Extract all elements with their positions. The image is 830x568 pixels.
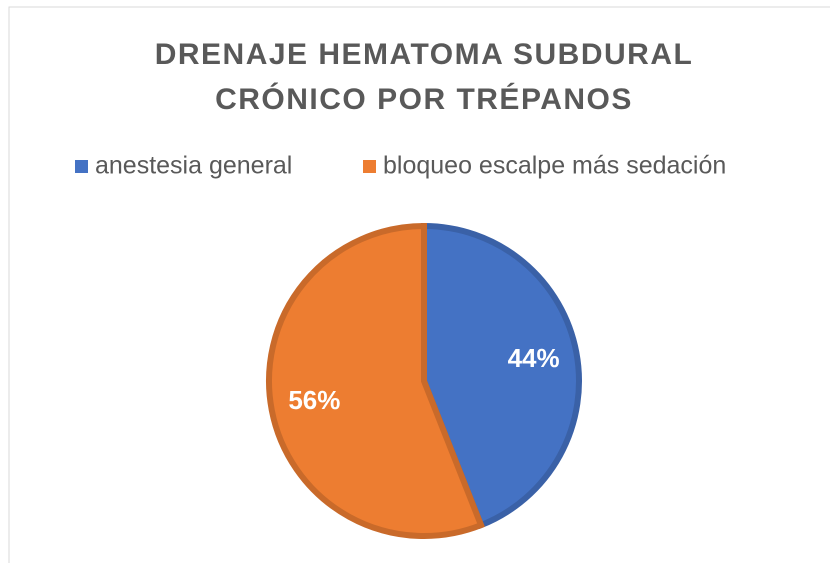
legend-swatch xyxy=(75,160,88,173)
data-label: 56% xyxy=(288,385,340,415)
pie-slice xyxy=(421,222,582,530)
legend-label: anestesia general xyxy=(95,152,292,180)
legend-label: bloqueo escalpe más sedación xyxy=(383,152,726,180)
data-label: 44% xyxy=(508,343,560,373)
chart-frame xyxy=(8,6,830,568)
pie-slice xyxy=(266,222,485,539)
chart-title: CRÓNICO POR TRÉPANOS xyxy=(215,82,633,116)
chart-title: DRENAJE HEMATOMA SUBDURAL xyxy=(155,38,694,71)
legend-swatch xyxy=(363,160,376,173)
